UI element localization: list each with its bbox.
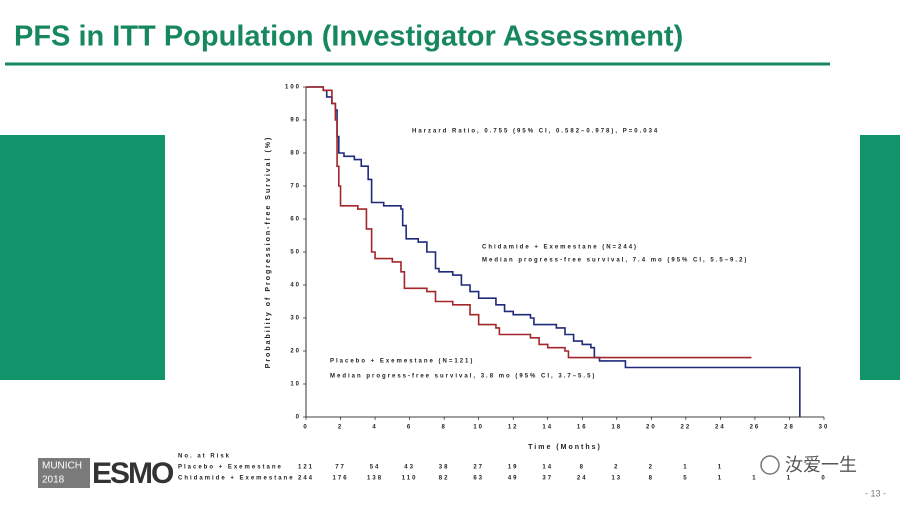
at-risk-count: 1	[718, 476, 723, 482]
annotation: Chidamide + Exemestane (N=244)	[482, 245, 638, 251]
at-risk-row-name: Placebo + Exemestane	[178, 465, 283, 471]
page-number: - 13 -	[865, 488, 886, 498]
at-risk-count: 49	[508, 476, 519, 482]
x-tick-label: 0	[303, 425, 308, 431]
y-tick-label: 0	[296, 415, 301, 421]
at-risk-count: 2	[614, 465, 619, 471]
at-risk-count: 77	[335, 465, 346, 471]
annotation: Harzard Ratio, 0.755 (95% CI, 0.582–0.97…	[412, 129, 659, 135]
logo-brand: ESMO	[92, 457, 174, 490]
at-risk-count: 13	[611, 476, 622, 482]
y-tick-label: 70	[290, 184, 301, 190]
y-tick-label: 60	[290, 217, 301, 223]
at-risk-count: 14	[542, 465, 553, 471]
green-band-right	[855, 135, 900, 380]
x-tick-label: 18	[611, 425, 622, 431]
at-risk-count: 8	[580, 465, 585, 471]
x-tick-label: 14	[542, 425, 553, 431]
x-tick-label: 30	[819, 425, 830, 431]
x-tick-label: 16	[577, 425, 588, 431]
y-tick-label: 50	[290, 250, 301, 256]
x-tick-label: 26	[750, 425, 761, 431]
at-risk-count: 38	[439, 465, 450, 471]
y-tick-label: 40	[290, 283, 301, 289]
x-tick-label: 20	[646, 425, 657, 431]
at-risk-count: 176	[333, 476, 349, 482]
at-risk-count: 19	[508, 465, 519, 471]
y-tick-label: 90	[290, 118, 301, 124]
annotation: Placebo + Exemestane (N=121)	[330, 359, 474, 365]
x-axis-label: Time (Months)	[528, 444, 602, 451]
at-risk-count: 27	[473, 465, 484, 471]
y-axis-label: Probability of Progression-free Survival…	[265, 136, 272, 369]
at-risk-count: 244	[298, 476, 314, 482]
at-risk-count: 37	[542, 476, 553, 482]
x-tick-label: 12	[508, 425, 519, 431]
green-band-left	[0, 135, 170, 380]
survival-curve	[306, 86, 801, 417]
annotation: Median progress-free survival, 7.4 mo (9…	[482, 258, 748, 264]
x-tick-label: 10	[473, 425, 484, 431]
watermark-icon	[760, 455, 780, 475]
at-risk-count: 1	[683, 465, 688, 471]
at-risk-count: 82	[439, 476, 450, 482]
x-tick-label: 4	[372, 425, 377, 431]
x-tick-label: 24	[715, 425, 726, 431]
at-risk-count: 63	[473, 476, 484, 482]
at-risk-count: 43	[404, 465, 415, 471]
annotation: Median progress-free survival, 3.8 mo (9…	[330, 374, 596, 380]
at-risk-count: 24	[577, 476, 588, 482]
chart-panel	[165, 70, 860, 490]
at-risk-title: No. at Risk	[178, 454, 231, 460]
at-risk-count: 0	[821, 476, 826, 482]
survival-curve	[306, 86, 752, 359]
y-tick-label: 100	[285, 85, 301, 91]
y-tick-label: 80	[290, 151, 301, 157]
y-tick-label: 10	[290, 382, 301, 388]
logo-city: MUNICH	[42, 461, 82, 472]
at-risk-count: 5	[683, 476, 688, 482]
at-risk-count: 138	[367, 476, 383, 482]
y-tick-label: 20	[290, 349, 301, 355]
at-risk-count: 1	[787, 476, 792, 482]
at-risk-count: 8	[649, 476, 654, 482]
at-risk-count: 1	[718, 465, 723, 471]
at-risk-count: 54	[370, 465, 381, 471]
x-tick-label: 28	[784, 425, 795, 431]
at-risk-count: 121	[298, 465, 314, 471]
at-risk-count: 110	[402, 476, 418, 482]
at-risk-count: 2	[649, 465, 654, 471]
x-tick-label: 6	[407, 425, 412, 431]
x-tick-label: 2	[338, 425, 343, 431]
x-tick-label: 22	[681, 425, 692, 431]
slide-title: PFS in ITT Population (Investigator Asse…	[14, 21, 683, 53]
x-tick-label: 8	[441, 425, 446, 431]
y-tick-label: 30	[290, 316, 301, 322]
watermark: 汝爱一生	[785, 455, 857, 475]
logo-box	[38, 458, 90, 488]
at-risk-row-name: Chidamide + Exemestane	[178, 476, 295, 482]
logo-year: 2018	[42, 475, 65, 486]
at-risk-count: 1	[752, 476, 757, 482]
